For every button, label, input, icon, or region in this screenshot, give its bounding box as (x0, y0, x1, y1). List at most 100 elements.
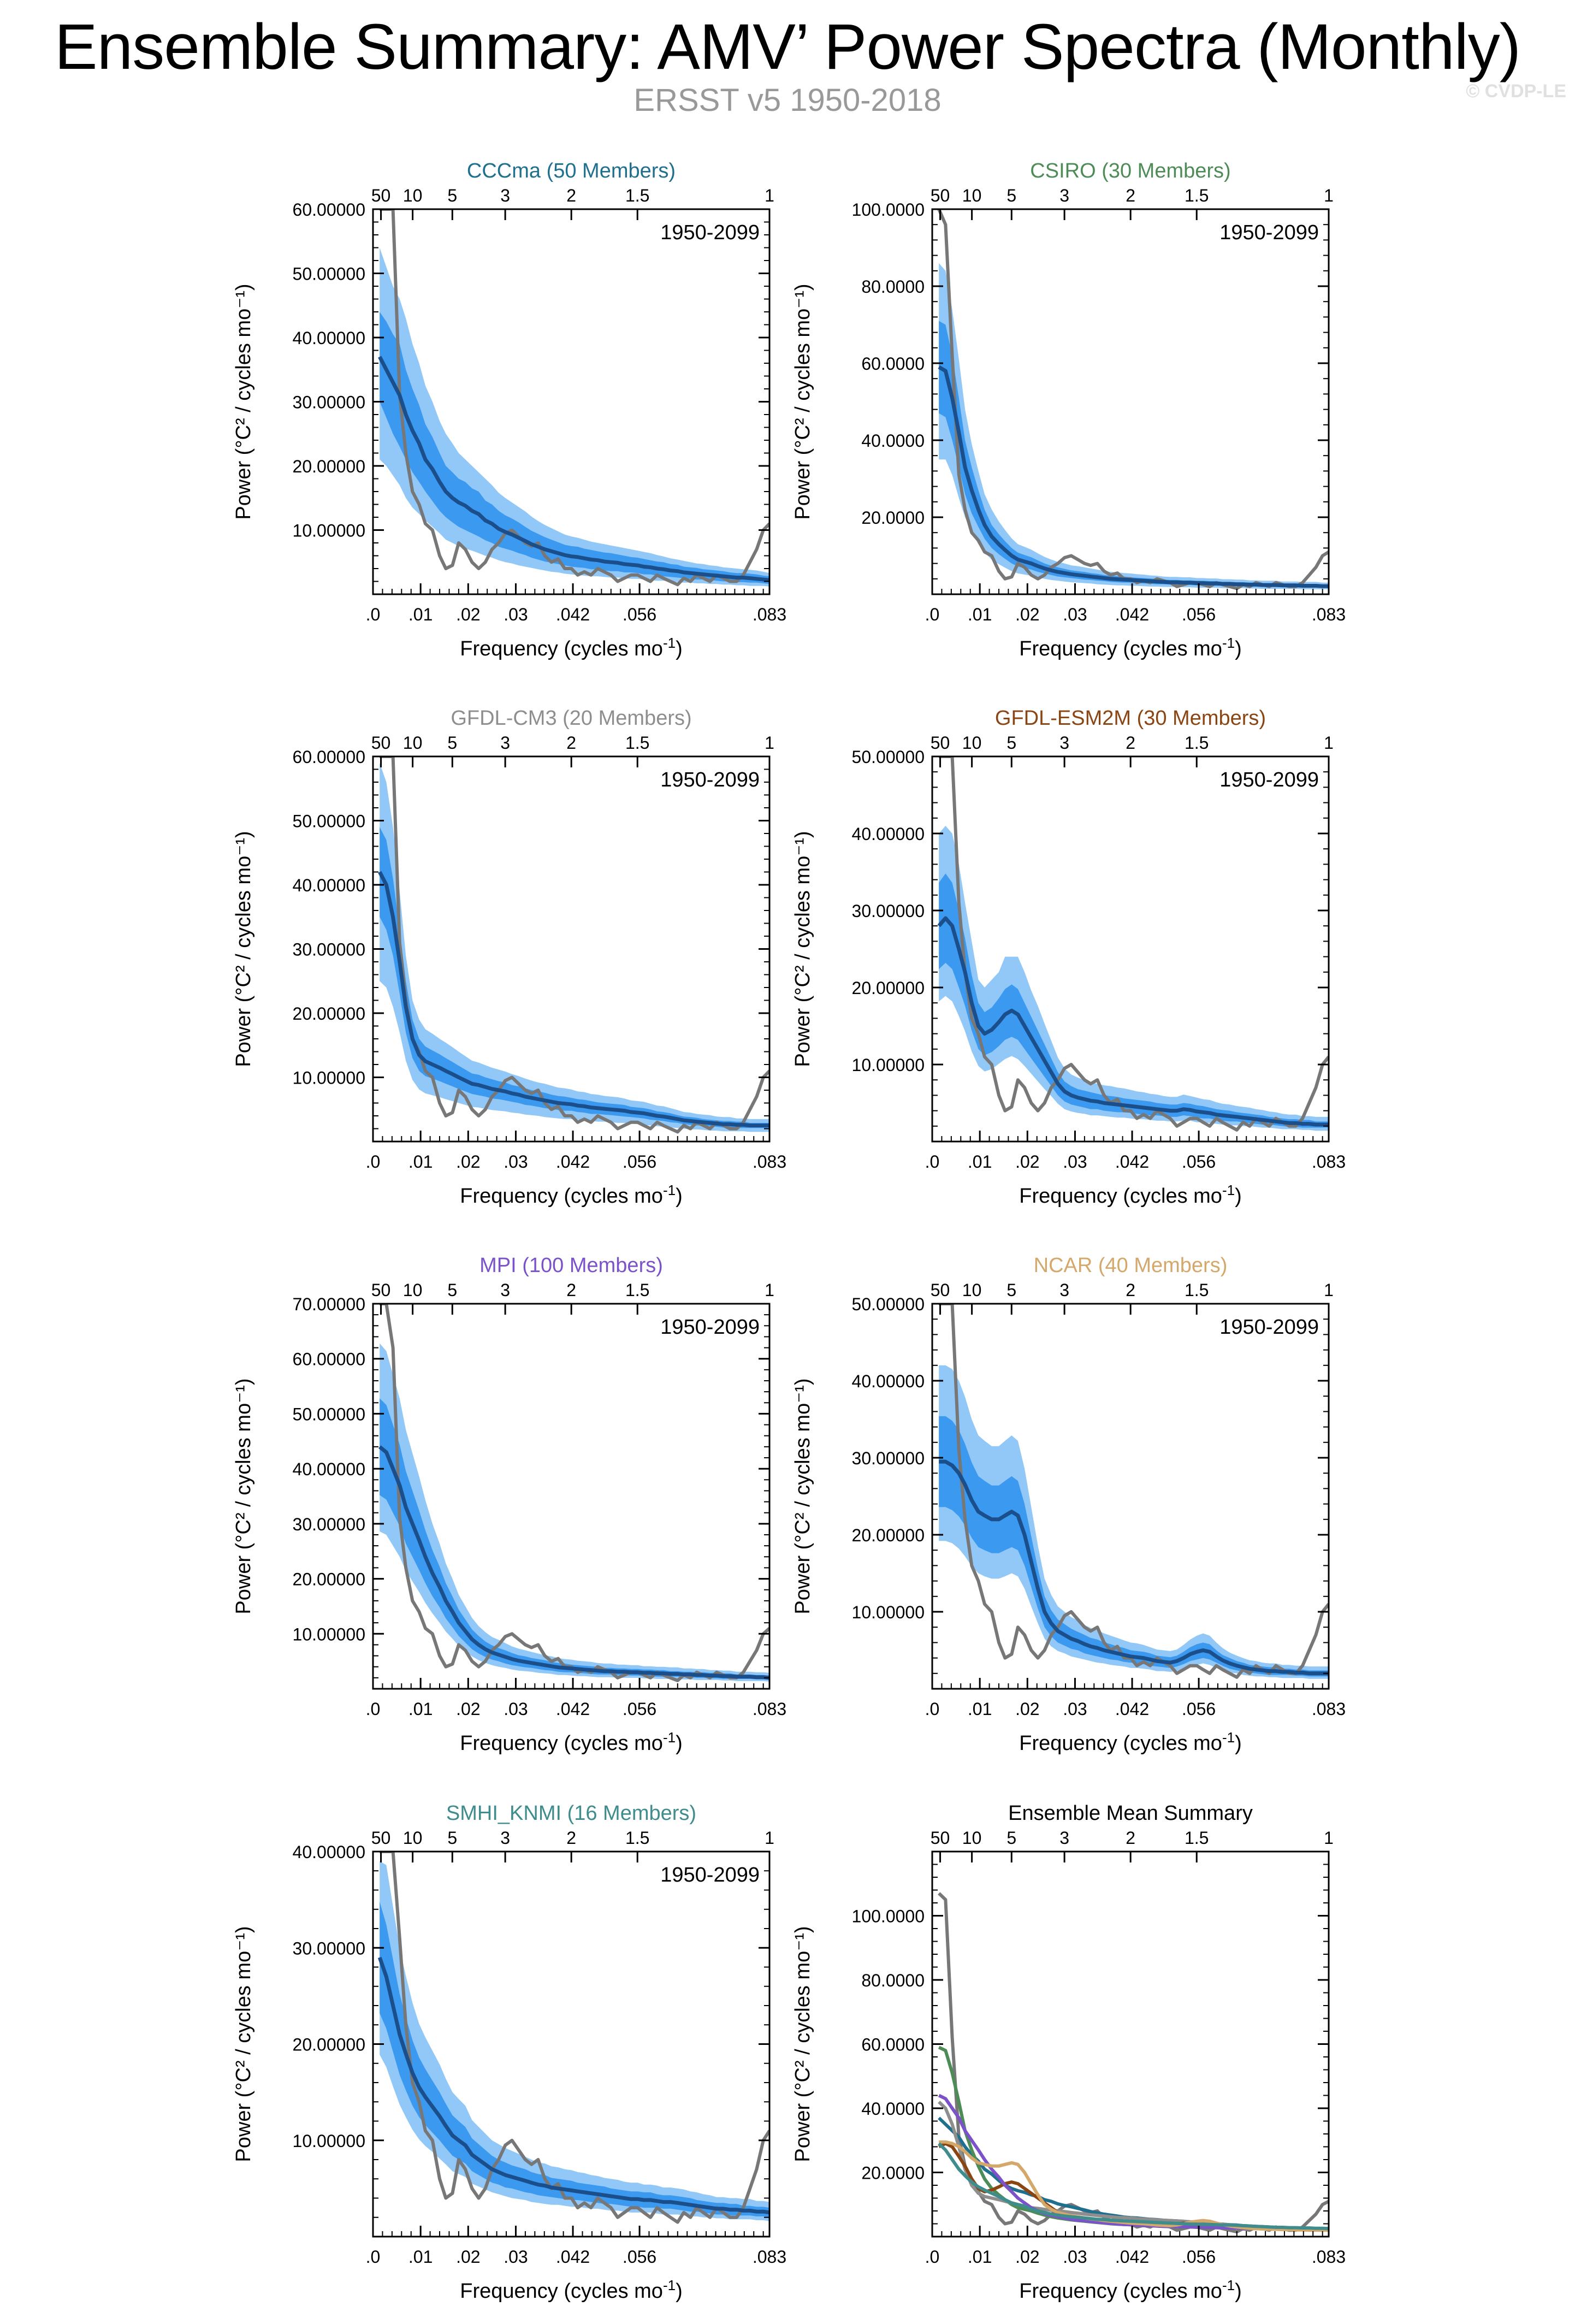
series-line-smhi-knmi (938, 2142, 1329, 2231)
period-label: 1950-2099 (660, 1316, 760, 1339)
y-tick-label: 30.00000 (293, 393, 365, 412)
y-axis-label: Power (°C² / cycles mo⁻¹) (232, 831, 255, 1067)
band-outer (380, 247, 769, 587)
y-tick-label: 10.00000 (293, 1624, 365, 1644)
top-tick-label: 1 (765, 186, 774, 205)
band-outer (380, 1861, 769, 2221)
top-tick-label: 1.5 (625, 186, 649, 205)
period-label: 1950-2099 (660, 768, 760, 791)
x-tick-label: .042 (1115, 1152, 1149, 1172)
top-tick-label: 2 (1126, 733, 1135, 753)
x-tick-label: .01 (968, 605, 992, 624)
top-tick-label: 1 (765, 1280, 774, 1300)
x-tick-label: .03 (1063, 605, 1087, 624)
page-subtitle: ERSST v5 1950-2018 (633, 82, 942, 118)
x-tick-label: .0 (366, 605, 381, 624)
series-line-ensemble-mean (377, 1956, 769, 2215)
x-tick-label: .056 (623, 1152, 656, 1172)
top-tick-label: 10 (962, 1280, 982, 1300)
series-line-ersst-v5 (380, 1852, 769, 2224)
top-tick-label: 1.5 (625, 733, 649, 753)
y-tick-label: 10.00000 (852, 1055, 925, 1075)
x-tick-label: .056 (623, 2247, 656, 2267)
x-tick-label: .0 (925, 605, 940, 624)
x-tick-label: .02 (456, 1699, 480, 1719)
y-tick-label: 20.0000 (861, 508, 925, 528)
x-tick-label: .03 (1063, 2247, 1087, 2267)
plot-area (378, 1304, 769, 1682)
x-tick-label: .083 (1312, 1699, 1346, 1719)
x-axis-label: Frequency (cycles mo-1) (1019, 1729, 1241, 1755)
band-outer (380, 1343, 769, 1682)
x-axis-label: Frequency (cycles mo-1) (460, 1182, 682, 1208)
x-tick-label: .083 (753, 605, 786, 624)
x-tick-label: .042 (1115, 1699, 1149, 1719)
top-tick-label: 1.5 (625, 1828, 649, 1848)
period-label: 1950-2099 (660, 1864, 760, 1887)
x-tick-label: .0 (925, 1699, 940, 1719)
period-label: 1950-2099 (1219, 221, 1319, 244)
plot-area (378, 756, 769, 1134)
y-tick-label: 50.00000 (293, 264, 365, 284)
series-line-ncar (939, 2140, 1329, 2232)
y-tick-label: 30.00000 (293, 1938, 365, 1958)
plot-frame (931, 1850, 1330, 2238)
period-label: 1950-2099 (660, 221, 760, 244)
top-tick-label: 2 (566, 1828, 576, 1848)
x-tick-label: .01 (408, 1152, 433, 1172)
y-tick-label: 60.00000 (293, 200, 365, 220)
x-tick-label: .056 (1182, 1699, 1216, 1719)
x-tick-label: .01 (408, 1699, 433, 1719)
top-tick-label: 1 (765, 733, 774, 753)
top-tick-label: 10 (403, 733, 423, 753)
top-tick-label: 2 (1126, 186, 1135, 205)
top-tick-label: 1.5 (1185, 186, 1209, 205)
x-tick-label: .01 (968, 1699, 992, 1719)
top-tick-label: 3 (1059, 186, 1069, 205)
top-tick-label: 2 (566, 186, 576, 205)
top-tick-label: 5 (447, 1828, 457, 1848)
x-tick-label: .0 (925, 2247, 940, 2267)
x-axis-label: Frequency (cycles mo-1) (460, 635, 682, 660)
y-tick-label: 80.0000 (861, 277, 925, 297)
y-tick-label: 20.00000 (293, 1570, 365, 1589)
y-tick-label: 10.00000 (852, 1602, 925, 1622)
top-tick-label: 10 (962, 186, 982, 205)
x-tick-label: .02 (1015, 1152, 1039, 1172)
x-axis-label: Frequency (cycles mo-1) (1019, 2277, 1241, 2303)
top-tick-label: 5 (447, 1280, 457, 1300)
plot-area (937, 756, 1329, 1132)
x-tick-label: .0 (366, 2247, 381, 2267)
y-tick-label: 60.0000 (861, 2035, 925, 2055)
series-line-ensemble-mean (938, 365, 1329, 588)
top-tick-label: 1 (1324, 1280, 1334, 1300)
top-tick-label: 3 (1059, 733, 1069, 753)
series-line-ensemble-mean (937, 916, 1329, 1127)
top-tick-label: 1 (1324, 186, 1334, 205)
top-tick-label: 5 (1006, 186, 1016, 205)
x-tick-label: .01 (968, 1152, 992, 1172)
x-tick-label: .02 (1015, 1699, 1039, 1719)
x-tick-label: .056 (1182, 605, 1216, 624)
x-tick-label: .056 (1182, 1152, 1216, 1172)
top-tick-label: 3 (500, 733, 510, 753)
y-axis-label: Power (°C² / cycles mo⁻¹) (791, 283, 814, 519)
x-tick-label: .042 (1115, 2247, 1149, 2267)
plot-area (378, 209, 769, 587)
plot-area (938, 1892, 1329, 2234)
y-tick-label: 80.0000 (861, 1971, 925, 1990)
page-title: Ensemble Summary: AMV’ Power Spectra (Mo… (54, 11, 1521, 83)
x-axis-label: Frequency (cycles mo-1) (460, 1729, 682, 1755)
y-tick-label: 20.00000 (852, 1525, 925, 1545)
y-axis-label: Power (°C² / cycles mo⁻¹) (232, 1926, 255, 2162)
chart-panel-8: 20.0000 40.0000 60.0000 80.0000 100.0000 .0 .0… (791, 1802, 1346, 2303)
panel-title: Ensemble Mean Summary (1008, 1802, 1253, 1825)
plot-frame (931, 755, 1330, 1143)
panel-title: SMHI_KNMI (16 Members) (446, 1802, 696, 1825)
x-tick-label: .01 (408, 605, 433, 624)
top-tick-label: 10 (962, 733, 982, 753)
panel-title: MPI (100 Members) (479, 1254, 663, 1277)
x-axis-label: Frequency (cycles mo-1) (460, 2277, 682, 2303)
x-tick-label: .03 (1063, 1152, 1087, 1172)
